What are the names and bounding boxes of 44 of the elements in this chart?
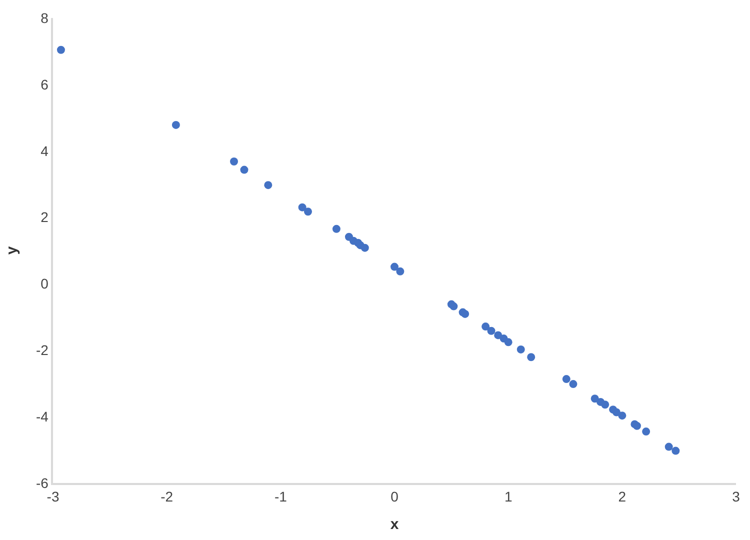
point — [590, 394, 599, 403]
point — [494, 331, 502, 340]
point — [264, 181, 272, 190]
x-tick-label: 1 — [504, 488, 512, 505]
point — [304, 208, 312, 216]
point — [396, 267, 404, 276]
point — [516, 345, 525, 354]
point — [664, 442, 673, 451]
y-tick-label: -4 — [36, 408, 49, 424]
point — [482, 322, 490, 331]
x-tick-label: -3 — [46, 488, 60, 505]
point — [569, 380, 578, 388]
y-tick-label: -6 — [36, 474, 49, 491]
y-tick-label: 6 — [40, 76, 49, 92]
point — [56, 46, 65, 54]
point — [504, 338, 512, 346]
x-tick-label: -1 — [274, 488, 288, 505]
y-tick-label: 4 — [40, 142, 49, 159]
point — [390, 262, 398, 271]
point — [461, 310, 470, 318]
point — [527, 353, 536, 362]
x-axis-title: x — [390, 516, 400, 534]
x-tick-label: -2 — [160, 488, 174, 505]
point — [601, 400, 610, 409]
point — [450, 302, 458, 310]
point — [487, 326, 496, 335]
x-tick-label: 2 — [618, 488, 626, 505]
y-tick-label: 0 — [40, 276, 49, 292]
point — [642, 428, 650, 436]
point — [298, 203, 306, 212]
point — [240, 166, 248, 174]
point — [360, 244, 369, 252]
point — [562, 375, 570, 384]
y-tick-label: -2 — [36, 342, 49, 358]
point — [172, 120, 180, 129]
x-tick-label: 3 — [732, 488, 740, 505]
point — [672, 446, 680, 455]
x-tick-label: 0 — [390, 488, 399, 505]
y-tick-label: 8 — [40, 10, 49, 26]
point — [618, 412, 626, 420]
y-axis-title: y — [4, 246, 21, 255]
point — [230, 157, 238, 166]
point — [332, 224, 340, 233]
y-tick-label: 2 — [40, 209, 49, 226]
